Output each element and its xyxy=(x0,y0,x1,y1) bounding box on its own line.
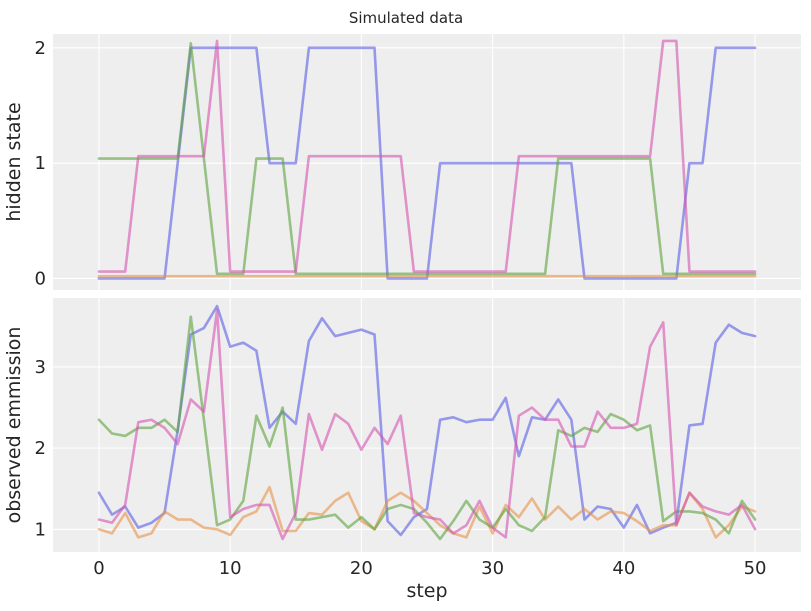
hidden-state-y-tick-label: 0 xyxy=(35,268,46,289)
observed-emission-grid xyxy=(53,298,801,552)
hidden-state-y-tick-label: 1 xyxy=(35,153,46,174)
hidden-state-y-ticks: 0 1 2 xyxy=(35,38,46,290)
observed-emission-y-tick-label: 3 xyxy=(35,357,46,378)
hidden-state-y-label: hidden state xyxy=(3,102,25,221)
observed-emission-panel: 1 2 3 observed emmission xyxy=(3,298,801,552)
figure-title: Simulated data xyxy=(349,9,463,27)
observed-emission-series-blue-line xyxy=(97,304,757,537)
observed-emission-lines xyxy=(97,304,757,541)
hidden-state-series-pink-line xyxy=(97,39,757,273)
observed-emission-y-tick-label: 2 xyxy=(35,438,46,459)
observed-emission-y-ticks: 1 2 3 xyxy=(35,357,46,540)
x-ticks: 0 10 20 30 40 50 xyxy=(93,558,766,579)
observed-emission-y-tick-label: 1 xyxy=(35,519,46,540)
x-tick-label: 10 xyxy=(219,558,242,579)
x-tick-label: 30 xyxy=(481,558,504,579)
x-axis-label: step xyxy=(406,580,447,602)
hidden-state-series-blue-line xyxy=(97,46,757,280)
observed-emission-series-pink-line xyxy=(97,308,757,541)
x-tick-label: 50 xyxy=(744,558,767,579)
observed-emission-y-label: observed emmission xyxy=(3,327,25,524)
hidden-state-lines xyxy=(97,39,757,280)
x-tick-label: 20 xyxy=(350,558,373,579)
observed-emission-series-green-line xyxy=(97,315,757,541)
x-tick-label: 40 xyxy=(612,558,635,579)
hidden-state-y-tick-label: 2 xyxy=(35,38,46,59)
hidden-state-series-green-line xyxy=(97,41,757,276)
hidden-state-panel: 0 1 2 hidden state xyxy=(3,34,801,290)
observed-emission-series-orange-line xyxy=(97,485,757,539)
x-tick-label: 0 xyxy=(93,558,104,579)
